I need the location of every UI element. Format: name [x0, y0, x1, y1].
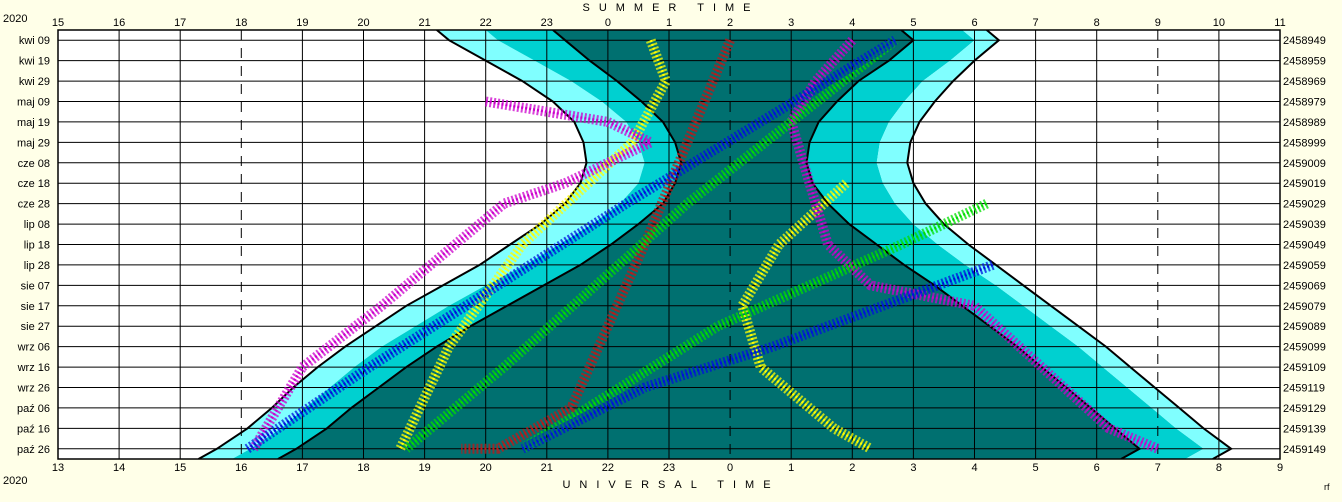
julian-day-label: 2459139 — [1283, 423, 1326, 435]
julian-day-label: 2459119 — [1283, 383, 1325, 395]
julian-day-label: 2459149 — [1283, 444, 1326, 456]
top-tick-label: 17 — [174, 17, 186, 29]
series-line — [740, 182, 872, 450]
top-tick-label: 1 — [666, 17, 672, 29]
series-line — [405, 39, 896, 450]
date-label: cze 08 — [18, 158, 50, 170]
top-tick-label: 8 — [1094, 17, 1100, 29]
top-tick-label: 23 — [541, 17, 553, 29]
plot-frame — [57, 29, 1281, 460]
bottom-tick-label: 23 — [663, 462, 675, 474]
bottom-tick-label: 4 — [971, 462, 977, 474]
top-tick-label: 21 — [418, 17, 430, 29]
top-axis-title: SUMMER TIME — [582, 2, 759, 14]
bottom-tick-label: 1 — [788, 462, 794, 474]
top-tick-label: 22 — [480, 17, 492, 29]
date-label: lip 18 — [24, 240, 50, 252]
julian-day-label: 2458959 — [1283, 56, 1326, 68]
top-tick-label: 18 — [235, 17, 247, 29]
date-label: sie 17 — [21, 301, 50, 313]
top-tick-label: 19 — [296, 17, 308, 29]
top-tick-label: 11 — [1274, 17, 1285, 29]
top-tick-label: 16 — [113, 17, 125, 29]
bottom-tick-label: 3 — [910, 462, 916, 474]
series-line — [521, 202, 988, 450]
bottom-tick-label: 15 — [174, 462, 186, 474]
bottom-tick-label: 8 — [1216, 462, 1222, 474]
date-label: kwi 29 — [19, 76, 50, 88]
julian-day-label: 2458999 — [1283, 137, 1326, 149]
series-line — [399, 39, 668, 450]
top-tick-label: 5 — [910, 17, 916, 29]
top-tick-label: 10 — [1213, 17, 1225, 29]
julian-day-label: 2459089 — [1283, 321, 1326, 333]
bottom-tick-label: 21 — [541, 462, 553, 474]
julian-day-label: 2458989 — [1283, 117, 1326, 129]
bottom-tick-label: 16 — [235, 462, 247, 474]
top-tick-label: 6 — [971, 17, 977, 29]
top-tick-label: 9 — [1155, 17, 1161, 29]
date-label: wrz 26 — [17, 383, 50, 395]
year-label-bottom: 2020 — [3, 475, 27, 487]
date-label: maj 09 — [17, 97, 50, 109]
bottom-tick-label: 18 — [357, 462, 369, 474]
top-tick-label: 7 — [1033, 17, 1039, 29]
julian-day-label: 2459039 — [1283, 219, 1326, 231]
date-label: cze 18 — [18, 178, 50, 190]
bottom-tick-label: 5 — [1033, 462, 1039, 474]
top-tick-label: 4 — [849, 17, 855, 29]
top-tick-label: 2 — [727, 17, 733, 29]
bottom-tick-label: 22 — [602, 462, 614, 474]
date-label: wrz 06 — [17, 342, 50, 354]
julian-day-label: 2458949 — [1283, 35, 1326, 47]
julian-day-label: 2458979 — [1283, 97, 1326, 109]
date-label: paź 26 — [17, 444, 50, 456]
series-line — [252, 100, 654, 450]
date-label: sie 07 — [21, 280, 50, 292]
julian-day-label: 2459129 — [1283, 403, 1326, 415]
top-tick-label: 15 — [52, 17, 64, 29]
date-label: kwi 19 — [19, 56, 50, 68]
bottom-tick-label: 14 — [113, 462, 125, 474]
top-tick-label: 3 — [788, 17, 794, 29]
date-label: cze 28 — [18, 199, 50, 211]
bottom-axis-title: UNIVERSAL TIME — [562, 479, 779, 491]
bottom-tick-label: 9 — [1277, 462, 1283, 474]
julian-day-label: 2459019 — [1283, 178, 1326, 190]
series-line — [789, 39, 1159, 450]
julian-day-label: 2459079 — [1283, 301, 1326, 313]
year-label-top: 2020 — [3, 13, 27, 25]
julian-day-label: 2459009 — [1283, 158, 1326, 170]
bottom-tick-label: 7 — [1155, 462, 1161, 474]
date-label: sie 27 — [21, 321, 50, 333]
top-tick-label: 0 — [605, 17, 611, 29]
bottom-tick-label: 2 — [849, 462, 855, 474]
bottom-tick-label: 13 — [52, 462, 64, 474]
julian-day-label: 2459049 — [1283, 240, 1326, 252]
date-label: kwi 09 — [19, 35, 50, 47]
bottom-tick-label: 20 — [480, 462, 492, 474]
bottom-tick-label: 17 — [296, 462, 308, 474]
date-label: maj 29 — [17, 137, 50, 149]
julian-day-label: 2459059 — [1283, 260, 1326, 272]
bottom-tick-label: 19 — [418, 462, 430, 474]
julian-day-label: 2459069 — [1283, 280, 1326, 292]
julian-day-label: 2459109 — [1283, 362, 1326, 374]
date-label: paź 16 — [17, 423, 50, 435]
bottom-tick-label: 6 — [1094, 462, 1100, 474]
date-label: paź 06 — [17, 403, 50, 415]
julian-day-label: 2458969 — [1283, 76, 1326, 88]
date-label: maj 19 — [17, 117, 50, 129]
top-tick-label: 20 — [357, 17, 369, 29]
bottom-tick-label: 0 — [727, 462, 733, 474]
series-line — [461, 39, 732, 451]
date-label: lip 28 — [24, 260, 50, 272]
julian-day-label: 2459099 — [1283, 342, 1326, 354]
date-label: lip 08 — [24, 219, 50, 231]
julian-day-label: 2459029 — [1283, 199, 1326, 211]
date-label: wrz 16 — [17, 362, 50, 374]
corner-mark: rf — [1324, 482, 1330, 492]
